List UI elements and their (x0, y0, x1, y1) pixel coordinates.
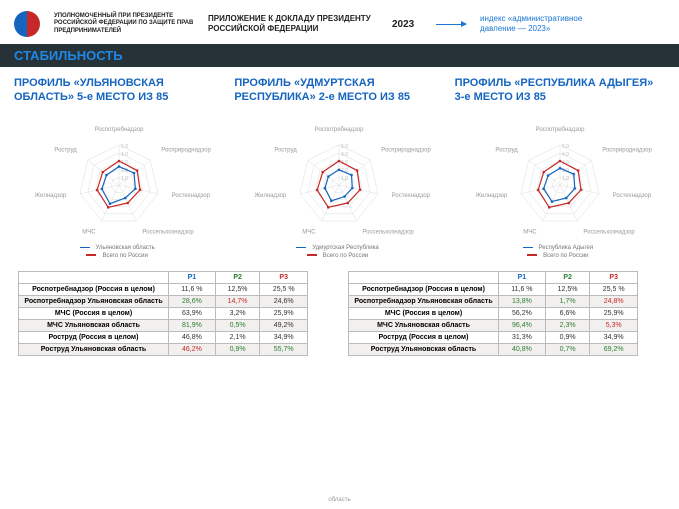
svg-text:5.0: 5.0 (341, 144, 348, 150)
svg-text:Роспотребнадзор: Роспотребнадзор (535, 127, 584, 133)
footer-note: область (0, 497, 679, 503)
svg-text:Ростехнадзор: Ростехнадзор (172, 193, 211, 199)
svg-text:Россельхознадзор: Россельхознадзор (583, 230, 635, 236)
svg-text:Росприроднадзор: Росприроднадзор (602, 147, 652, 153)
svg-text:МЧС: МЧС (303, 230, 317, 236)
profile-udmurt: ПРОФИЛЬ «УДМУРТСКАЯ РЕСПУБЛИКА» 2-е МЕСТ… (234, 77, 444, 261)
profile-title: ПРОФИЛЬ «УЛЬЯНОВСКАЯ ОБЛАСТЬ» 5-е МЕСТО … (14, 77, 224, 121)
profiles-row: ПРОФИЛЬ «УЛЬЯНОВСКАЯ ОБЛАСТЬ» 5-е МЕСТО … (0, 67, 679, 265)
profile-adygea: ПРОФИЛЬ «РЕСПУБЛИКА АДЫГЕЯ» 3-е МЕСТО ИЗ… (455, 77, 665, 261)
radar-legend: Республика Адыгея Всего по России (455, 245, 665, 261)
svg-text:1.0: 1.0 (121, 176, 128, 182)
svg-text:4.0: 4.0 (341, 152, 348, 158)
svg-text:Росприроднадзор: Росприроднадзор (161, 147, 211, 153)
year-label: 2023 (392, 19, 422, 30)
app-title: ПРИЛОЖЕНИЕ К ДОКЛАДУ ПРЕЗИДЕНТУ РОССИЙСК… (208, 14, 378, 35)
svg-text:Ростехнадзор: Ростехнадзор (392, 193, 431, 199)
svg-text:Роструд: Роструд (55, 147, 78, 153)
arrow-icon (436, 24, 466, 25)
profile-title: ПРОФИЛЬ «УДМУРТСКАЯ РЕСПУБЛИКА» 2-е МЕСТ… (234, 77, 444, 121)
section-bar: СТАБИЛЬНОСТЬ (0, 44, 679, 67)
table-right: P1P2P3Роспотребнадзор (Россия в целом)11… (348, 271, 638, 356)
svg-text:5.0: 5.0 (562, 144, 569, 150)
svg-text:Роструд: Роструд (495, 147, 518, 153)
profile-title: ПРОФИЛЬ «РЕСПУБЛИКА АДЫГЕЯ» 3-е МЕСТО ИЗ… (455, 77, 665, 121)
svg-text:Россельхознадзор: Россельхознадзор (143, 230, 195, 236)
org-text: УПОЛНОМОЧЕННЫЙ ПРИ ПРЕЗИДЕНТЕ РОССИЙСКОЙ… (54, 13, 194, 35)
table-left: P1P2P3Роспотребнадзор (Россия в целом)11… (18, 271, 308, 356)
svg-text:1.0: 1.0 (341, 176, 348, 182)
radar-legend: Ульяновская область Всего по России (14, 245, 224, 261)
svg-text:Росприроднадзор: Росприроднадзор (382, 147, 432, 153)
radar-chart: Роспотребнадзор Росприроднадзор Ростехнадз… (455, 121, 665, 243)
tables-row: P1P2P3Роспотребнадзор (Россия в целом)11… (0, 265, 679, 356)
radar-chart: Роспотребнадзор Росприроднадзор Ростехнадз… (14, 121, 224, 243)
svg-text:Ростехнадзор: Ростехнадзор (612, 193, 651, 199)
svg-text:МЧС: МЧС (82, 230, 96, 236)
svg-text:1.0: 1.0 (562, 176, 569, 182)
svg-text:Роспотребнадзор: Роспотребнадзор (95, 127, 144, 133)
index-text: индекс «административное давление — 2023… (480, 14, 600, 35)
svg-text:4.0: 4.0 (121, 152, 128, 158)
logo-icon (14, 11, 40, 37)
svg-text:5.0: 5.0 (121, 144, 128, 150)
svg-text:Жилнадзор: Жилнадзор (35, 193, 68, 199)
radar-legend: Удмуртская Республика Всего по России (234, 245, 444, 261)
radar-chart: Роспотребнадзор Росприроднадзор Ростехнадз… (234, 121, 444, 243)
svg-text:Роспотребнадзор: Роспотребнадзор (315, 127, 364, 133)
profile-ulyanovsk: ПРОФИЛЬ «УЛЬЯНОВСКАЯ ОБЛАСТЬ» 5-е МЕСТО … (14, 77, 224, 261)
header: УПОЛНОМОЧЕННЫЙ ПРИ ПРЕЗИДЕНТЕ РОССИЙСКОЙ… (0, 0, 679, 44)
svg-text:Жилнадзор: Жилнадзор (255, 193, 288, 199)
svg-text:Роструд: Роструд (275, 147, 298, 153)
svg-text:Жилнадзор: Жилнадзор (475, 193, 508, 199)
svg-text:Россельхознадзор: Россельхознадзор (363, 230, 415, 236)
svg-text:МЧС: МЧС (523, 230, 537, 236)
svg-text:4.0: 4.0 (562, 152, 569, 158)
